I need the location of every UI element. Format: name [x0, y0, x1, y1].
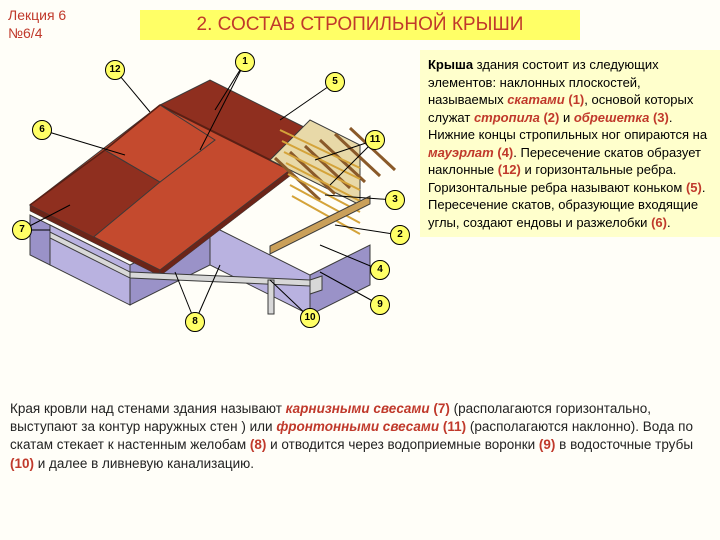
callout-2: 2 [390, 225, 410, 245]
callout-4: 4 [370, 260, 390, 280]
roof-diagram: 1 5 12 6 7 11 3 24 9 10 8 [10, 50, 410, 330]
callout-10: 10 [300, 308, 320, 328]
callout-9: 9 [370, 295, 390, 315]
lecture-line1: Лекция 6 [8, 7, 66, 23]
callout-1: 1 [235, 52, 255, 72]
bottom-text: Края кровли над стенами здания называют … [10, 400, 710, 473]
roof-svg [10, 50, 410, 330]
callout-12: 12 [105, 60, 125, 80]
callout-5: 5 [325, 72, 345, 92]
slide: Лекция 6 №6/4 2. СОСТАВ СТРОПИЛЬНОЙ КРЫШ… [0, 0, 720, 540]
lecture-line2: №6/4 [8, 25, 42, 41]
callout-7: 7 [12, 220, 32, 240]
callout-8: 8 [185, 312, 205, 332]
callout-11: 11 [365, 130, 385, 150]
callout-3: 3 [385, 190, 405, 210]
page-title: 2. СОСТАВ СТРОПИЛЬНОЙ КРЫШИ [140, 10, 580, 40]
lecture-label: Лекция 6 №6/4 [8, 6, 66, 42]
callout-6: 6 [32, 120, 52, 140]
side-text: Крыша здания состоит из следующих элемен… [420, 50, 720, 237]
